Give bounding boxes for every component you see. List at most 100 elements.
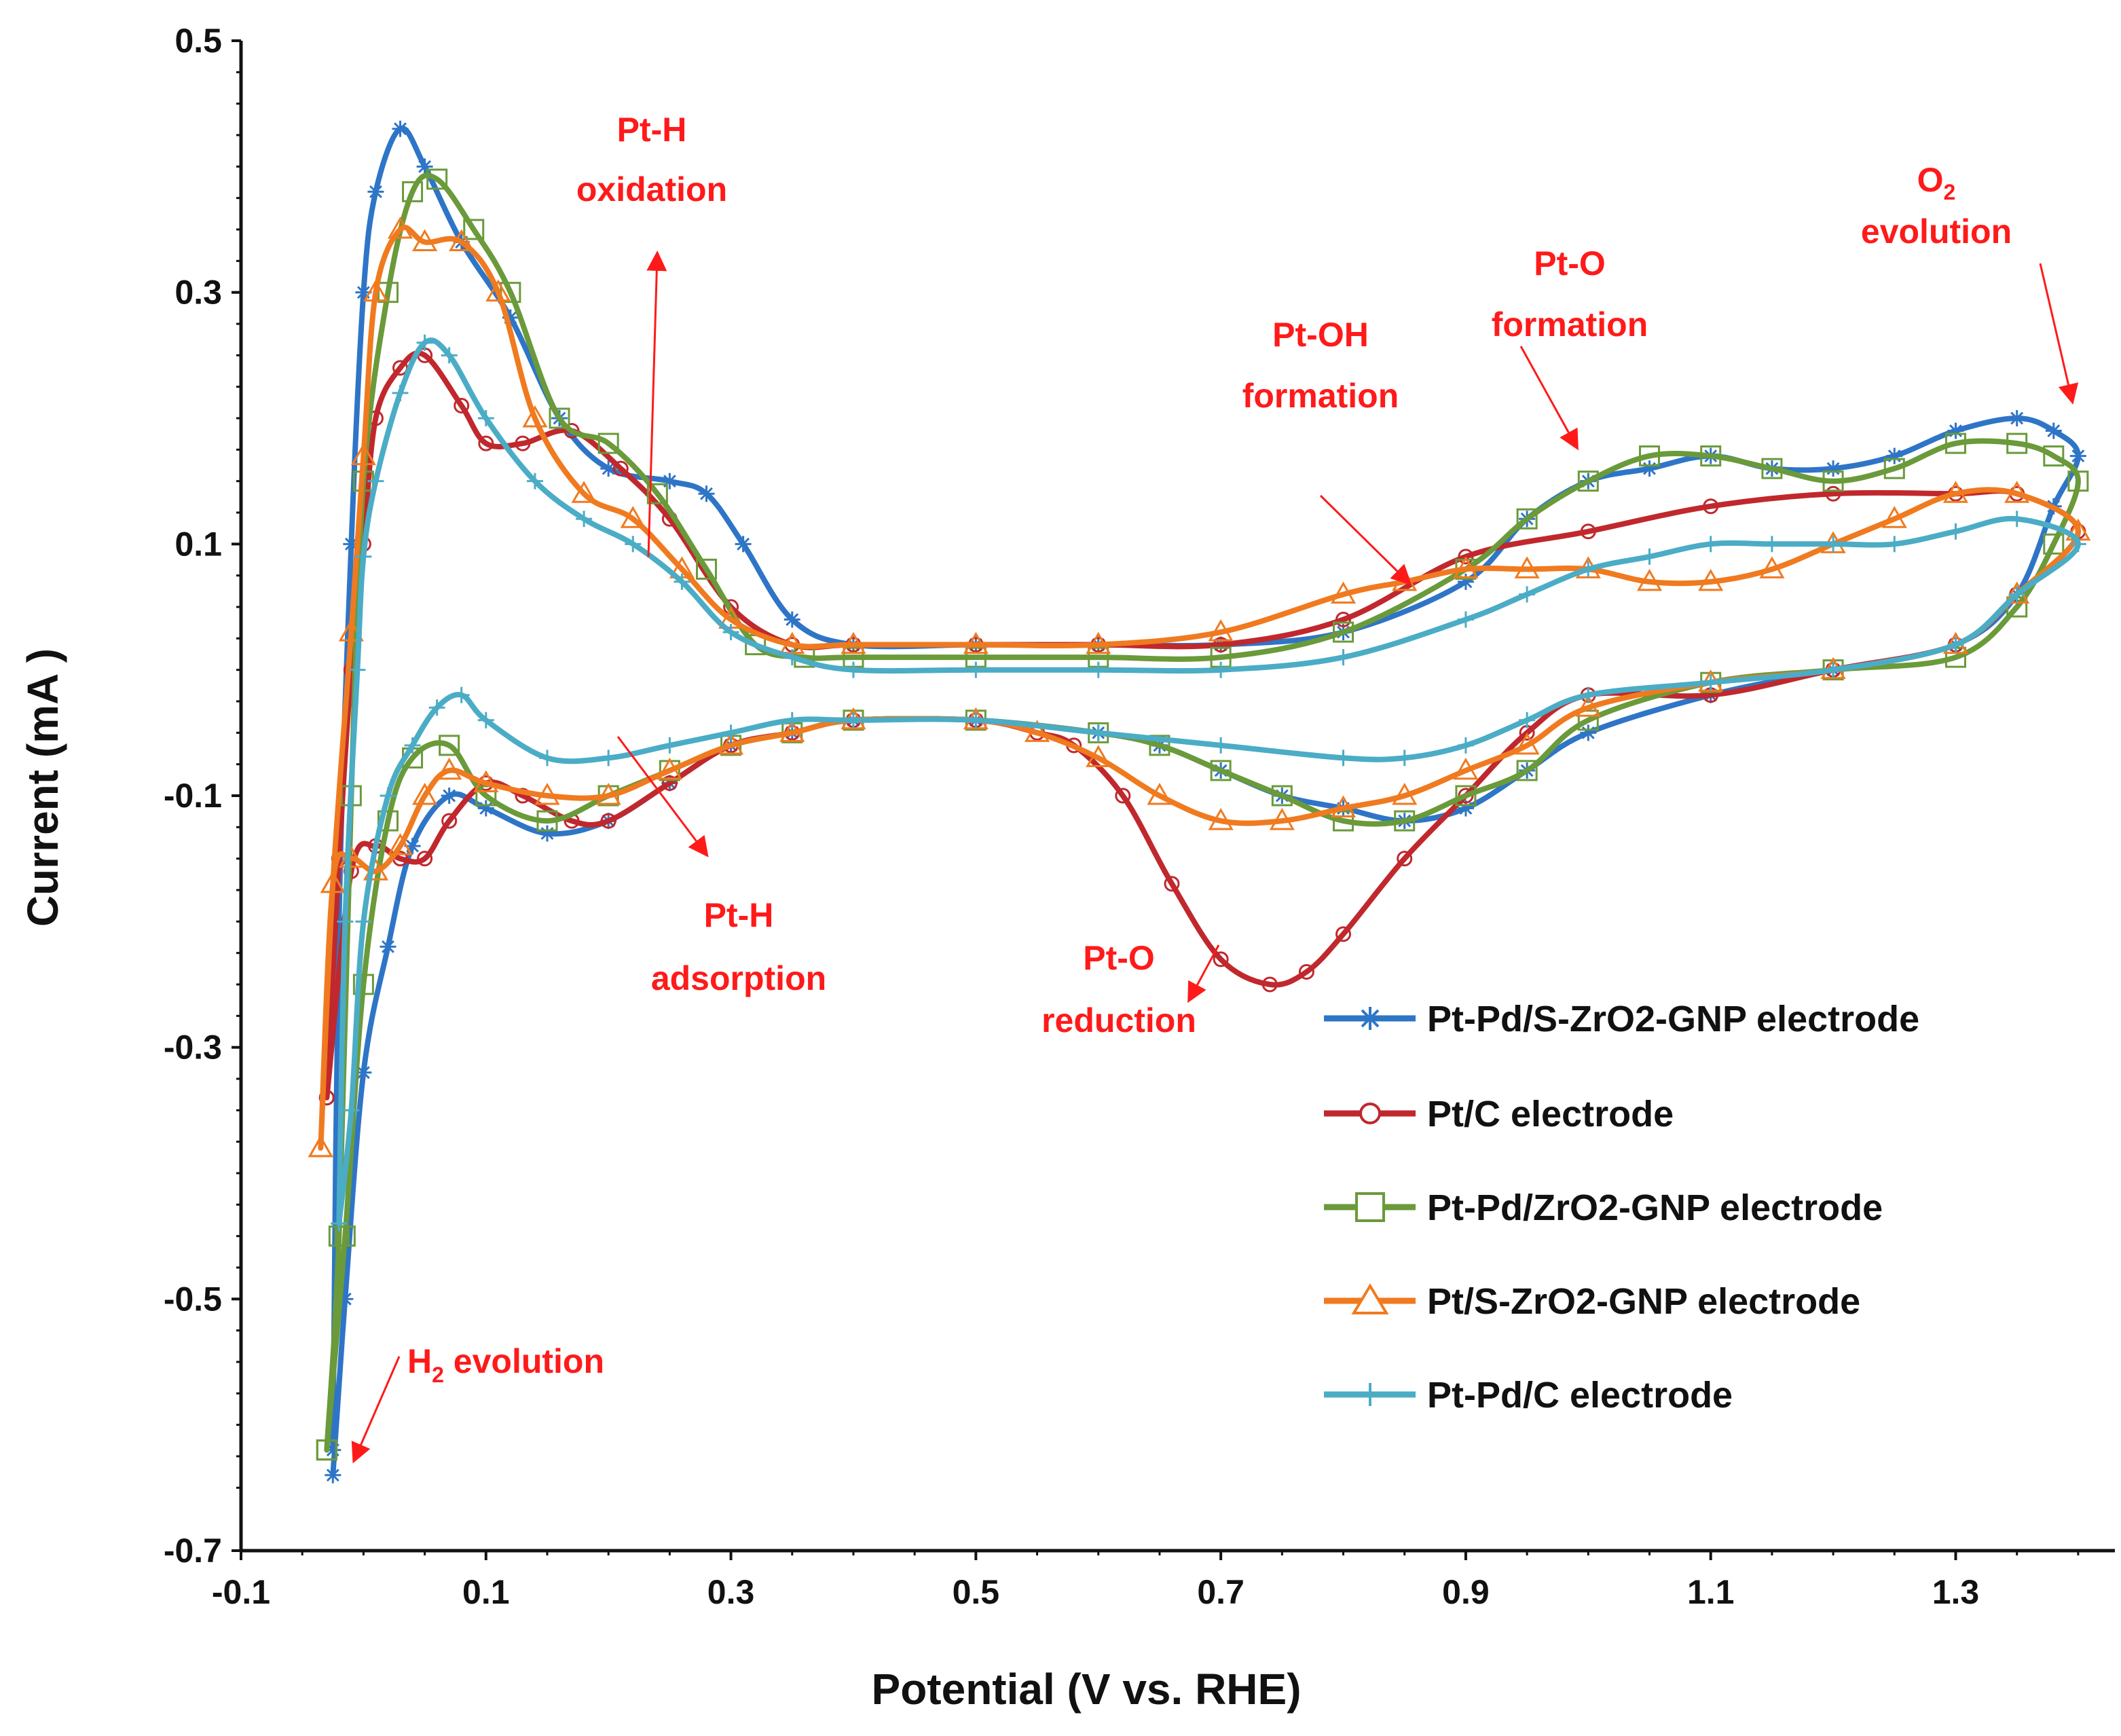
annotation-pt-h-adsorption-line2: adsorption [651, 959, 826, 997]
data-point-plus [722, 624, 739, 641]
data-point-circle [1298, 963, 1314, 980]
annotations: Pt-H oxidation Pt-OH formation Pt-O form… [351, 111, 2079, 1464]
data-point-plus [367, 473, 384, 490]
data-point-plus [1519, 712, 1536, 728]
data-point-plus [576, 511, 593, 528]
data-point-circle [600, 813, 616, 829]
data-point-plus [1335, 649, 1352, 666]
y-tick-label: 0.3 [174, 274, 222, 312]
data-point-plus [1702, 674, 1719, 691]
data-point-triangle [1147, 782, 1173, 805]
legend-item-pt-pd-zro2-gnp: Pt-Pd/ZrO2-GNP electrode [1324, 1187, 1883, 1228]
data-point-triangle [1024, 720, 1050, 742]
data-point-square [1271, 785, 1293, 807]
data-point-square [695, 558, 717, 580]
data-point-triangle [1330, 795, 1357, 818]
data-point-plus [1396, 750, 1413, 767]
y-tick-label: 0.5 [174, 22, 222, 60]
data-point-plus [526, 473, 543, 490]
data-point-triangle [1208, 619, 1234, 642]
data-point-square [1944, 432, 1966, 454]
data-point-triangle [1575, 695, 1601, 717]
data-point-square [426, 168, 448, 190]
data-point-triangle [387, 833, 413, 855]
data-point-triangle [1208, 808, 1234, 830]
x-tick-label: 0.9 [1442, 1573, 1490, 1611]
data-point-asterisk [2045, 422, 2062, 439]
data-point-triangle [1759, 556, 1785, 578]
data-point-triangle [841, 631, 866, 654]
data-point-square [597, 432, 619, 454]
data-point-square [377, 810, 399, 832]
data-point-triangle [522, 405, 548, 428]
data-point-triangle [1086, 745, 1111, 767]
data-point-plus [600, 750, 617, 767]
data-point-plus [538, 750, 555, 767]
data-point-plus [722, 724, 739, 741]
data-point-plus [349, 661, 366, 678]
data-point-triangle [779, 720, 805, 742]
legend-marker-asterisk [1359, 1007, 1382, 1030]
data-point-square [352, 974, 374, 995]
data-point-asterisk [392, 120, 409, 137]
x-tick-label: -0.1 [212, 1573, 270, 1611]
y-tick-label: 0.1 [174, 525, 222, 563]
data-point-plus [477, 712, 494, 728]
data-point-plus [355, 548, 372, 565]
data-point-square [1210, 760, 1232, 781]
data-point-triangle [485, 279, 511, 302]
data-point-plus [625, 536, 642, 553]
data-point-square [334, 1225, 356, 1247]
data-point-triangle [2004, 481, 2030, 503]
data-point-triangle [1330, 581, 1357, 604]
data-point-square [1516, 508, 1538, 530]
data-point-triangle [387, 216, 413, 239]
annotation-h2-evolution: H2 evolution [407, 1342, 604, 1387]
data-point-asterisk [325, 1466, 342, 1483]
annotation-pt-h-oxidation-line2: oxidation [576, 170, 727, 208]
data-point-plus [441, 347, 458, 364]
arrow-pt-o-reduction [1187, 944, 1220, 1003]
data-point-plus [1090, 724, 1107, 741]
data-point-plus [1886, 536, 1903, 553]
data-point-square [2067, 470, 2089, 492]
data-point-triangle [1453, 556, 1479, 578]
data-point-plus [783, 712, 800, 728]
y-tick-label: -0.5 [164, 1280, 222, 1318]
data-point-triangle [657, 757, 682, 780]
data-point-circle [1213, 951, 1229, 967]
y-tick-label: -0.1 [164, 777, 222, 815]
data-point-triangle [1086, 631, 1111, 654]
data-point-circle [1335, 926, 1352, 942]
arrow-o2-evolution [2039, 263, 2079, 405]
data-point-square [402, 181, 424, 202]
annotation-pt-o-reduction-line2: reduction [1041, 1001, 1196, 1039]
data-point-triangle [1514, 556, 1540, 578]
data-point-circle [1458, 549, 1474, 565]
data-point-triangle [1269, 808, 1295, 830]
annotation-pt-o-formation-line2: formation [1492, 306, 1648, 344]
data-point-plus [1519, 586, 1536, 603]
data-point-square [2043, 533, 2065, 555]
legend-label: Pt-Pd/C electrode [1427, 1375, 1733, 1416]
data-point-triangle [718, 732, 744, 755]
data-point-square [316, 1439, 337, 1461]
data-point-plus [343, 1102, 360, 1119]
data-point-circle [478, 435, 494, 451]
data-point-triangle [595, 782, 621, 805]
arrow-pt-h-oxidation [646, 251, 667, 557]
annotation-pt-h-oxidation-line1: Pt-H [617, 111, 687, 149]
data-point-square [1700, 445, 1722, 467]
data-point-triangle [1514, 732, 1540, 755]
data-point-plus [428, 699, 445, 716]
data-point-asterisk [380, 938, 396, 955]
annotation-o2-evolution-line1: O2 [1917, 161, 1956, 204]
data-point-square [1883, 458, 1905, 479]
x-tick-label: 0.1 [462, 1573, 510, 1611]
data-point-plus [1947, 636, 1964, 653]
ticks-layer: -0.1 0.1 0.3 0.5 0.7 0.9 1.1 1.30.50.30.1-0.1-0… [164, 22, 2080, 1611]
data-point-triangle [534, 782, 560, 805]
data-point-plus [1825, 536, 1842, 553]
legend-marker-plus [1359, 1383, 1382, 1406]
